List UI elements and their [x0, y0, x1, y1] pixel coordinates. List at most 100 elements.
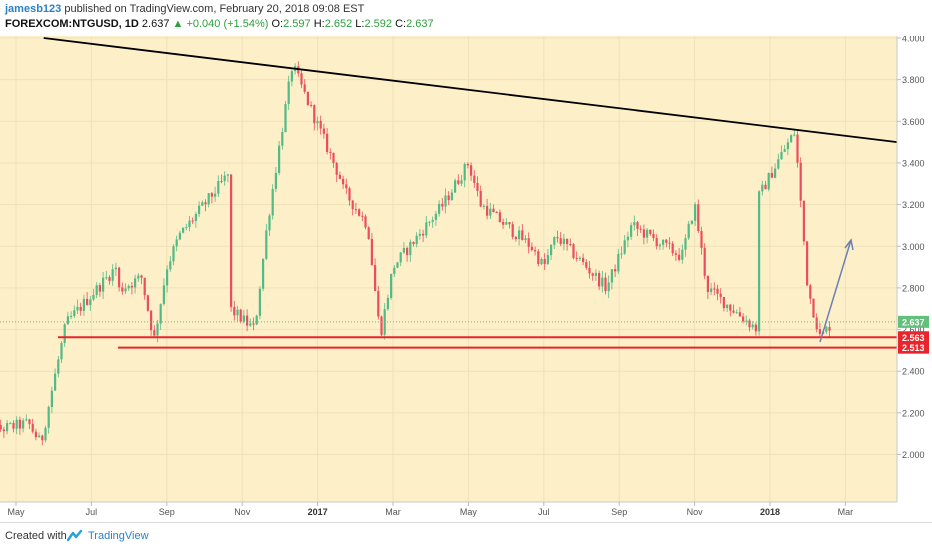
candle-body [214, 193, 217, 197]
candle-body [386, 297, 389, 310]
candle-body [751, 324, 754, 328]
candle-body [422, 233, 425, 236]
y-tick-label: 2.000 [902, 450, 925, 460]
candle-body [284, 104, 287, 133]
candle-body [172, 246, 175, 262]
created-with-text: Created with [5, 530, 67, 542]
price-chart[interactable]: 4.000 3.800 3.600 3.400 3.200 3.000 2.800 2.600… [0, 34, 932, 520]
candle-body [60, 343, 63, 360]
candle-body [159, 304, 162, 324]
candle-body [738, 312, 741, 317]
candle-body [815, 317, 818, 330]
candle-body [175, 239, 178, 247]
candle-body [255, 315, 258, 325]
candle-body [0, 425, 2, 430]
projection-arrow-head [844, 238, 854, 251]
price-axis-background [897, 36, 932, 520]
candle-body [438, 203, 441, 214]
author-link[interactable]: jamesb123 [5, 3, 62, 15]
y-tick-label: 3.000 [902, 242, 925, 252]
candle-body [745, 320, 748, 322]
candle-body [134, 278, 137, 288]
candle-body [828, 327, 831, 331]
candle-body [396, 262, 399, 268]
y-tick-label: 2.200 [902, 408, 925, 418]
candle-body [633, 222, 636, 226]
candle-body [806, 241, 809, 286]
candle-body [415, 235, 418, 245]
candle-body [25, 419, 28, 421]
tradingview-brand[interactable]: TradingView [88, 530, 149, 542]
candle-body [153, 330, 156, 336]
candle-body [678, 254, 681, 260]
candle-body [66, 316, 69, 325]
candle-body [319, 120, 322, 129]
candle-body [12, 423, 15, 429]
candle-body [790, 135, 793, 143]
candle-body [498, 212, 501, 222]
candle-body [390, 273, 393, 298]
candle-body [124, 288, 127, 292]
candle-body [569, 244, 572, 246]
candle-body [652, 233, 655, 239]
x-tick-label: Jul [538, 507, 550, 517]
candle-body [290, 71, 293, 82]
candle-body [31, 423, 34, 432]
candle-body [460, 180, 463, 184]
candle-body [793, 134, 796, 136]
candle-body [511, 224, 514, 237]
plot-background [0, 36, 897, 502]
candle-body [287, 81, 290, 105]
candle-body [73, 310, 76, 317]
y-tick-label: 3.800 [902, 75, 925, 85]
candle-body [201, 202, 204, 206]
candle-body [492, 208, 495, 213]
candle-body [406, 248, 409, 255]
low-value: 2.592 [364, 18, 392, 30]
candle-body [137, 275, 140, 279]
candle-body [623, 240, 626, 254]
candle-body [198, 205, 201, 214]
candle-body [818, 329, 821, 334]
candle-body [108, 277, 111, 281]
publish-line: jamesb123 published on TradingView.com, … [5, 3, 364, 15]
up-triangle-icon: ▲ [172, 18, 184, 30]
candle-body [735, 312, 738, 314]
candle-body [2, 429, 5, 432]
footer: Created with TradingView [0, 522, 932, 551]
price-axis[interactable]: 4.000 3.800 3.600 3.400 3.200 3.000 2.800 2.600… [896, 34, 932, 520]
candle-body [575, 257, 578, 259]
candle-body [246, 315, 249, 326]
candle-body [598, 272, 601, 287]
candle-body [463, 163, 466, 181]
y-tick-label: 2.400 [902, 367, 925, 377]
candle-body [370, 239, 373, 266]
candle-body [722, 296, 725, 309]
drawings [0, 37, 898, 349]
candle-body [348, 188, 351, 201]
candle-body [514, 236, 517, 240]
candle-body [626, 236, 629, 241]
candle-body [607, 282, 610, 292]
candle-body [694, 204, 697, 221]
time-axis[interactable]: May Jul Sep Nov 2017 Mar May Jul Sep Nov 2018 Mar [0, 501, 897, 517]
candle-body [217, 181, 220, 194]
candle-body [703, 247, 706, 276]
x-tick-label: May [7, 507, 25, 517]
chart-area[interactable]: 4.000 3.800 3.600 3.400 3.200 3.000 2.800 2.600… [0, 34, 932, 520]
candle-body [188, 220, 191, 228]
candle-body [508, 222, 511, 225]
symbol-label[interactable]: FOREXCOM:NTGUSD, 1D [5, 18, 139, 30]
candle-body [402, 248, 405, 253]
candle-body [594, 272, 597, 276]
candle-body [143, 277, 146, 296]
candle-body [329, 151, 332, 153]
candle-body [716, 288, 719, 294]
candle-body [454, 180, 457, 193]
candle-body [271, 188, 274, 216]
projection-arrow-shaft [819, 239, 852, 343]
candle-body [262, 258, 265, 289]
candle-body [140, 275, 143, 278]
candle-body [502, 221, 505, 225]
candle-body [470, 165, 473, 176]
